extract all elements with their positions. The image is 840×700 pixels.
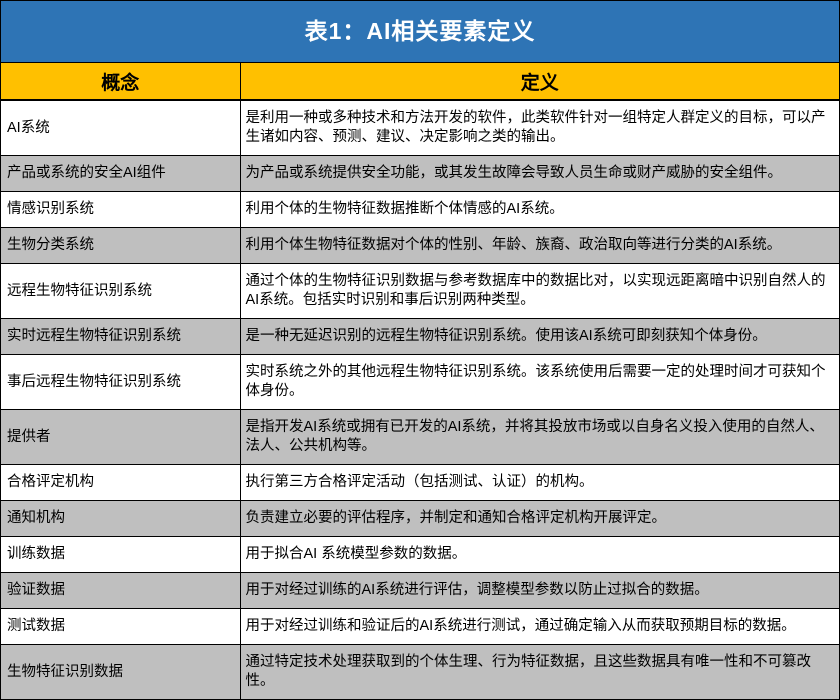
table-body: AI系统 是利用一种或多种技术和方法开发的软件，此类软件针对一组特定人群定义的目标… [1, 99, 839, 699]
table-title: 表1：AI相关要素定义 [1, 1, 839, 63]
definition-cell: 执行第三方合格评定活动（包括测试、认证）的机构。 [239, 464, 839, 501]
concept-cell: AI系统 [1, 99, 241, 156]
concept-cell: 测试数据 [1, 608, 241, 645]
concept-cell: 事后远程生物特征识别系统 [1, 354, 241, 410]
concept-cell: 情感识别系统 [1, 191, 241, 228]
table-row: 生物分类系统 利用个体生物特征数据对个体的性别、年龄、族裔、政治取向等进行分类的A… [1, 227, 839, 264]
table-row: 事后远程生物特征识别系统 实时系统之外的其他远程生物特征识别系统。该系统使用后需要… [1, 354, 839, 410]
table-row: AI系统 是利用一种或多种技术和方法开发的软件，此类软件针对一组特定人群定义的目标… [1, 99, 839, 156]
concept-cell: 实时远程生物特征识别系统 [1, 318, 241, 355]
concept-cell: 通知机构 [1, 500, 241, 537]
definitions-table: 概念 定义 AI系统 是利用一种或多种技术和方法开发的软件，此类软件针对一组特定人… [1, 63, 839, 699]
table-row: 远程生物特征识别系统 通过个体的生物特征识别数据与参考数据库中的数据比对，以实现远… [1, 263, 839, 319]
header-definition: 定义 [239, 63, 839, 101]
table-row: 实时远程生物特征识别系统 是一种无延迟识别的远程生物特征识别系统。使用该AI系统可… [1, 318, 839, 355]
definition-cell: 负责建立必要的评估程序，并制定和通知合格评定机构开展评定。 [239, 500, 839, 537]
concept-cell: 验证数据 [1, 572, 241, 609]
table-row: 情感识别系统 利用个体的生物特征数据推断个体情感的AI系统。 [1, 191, 839, 228]
table-row: 提供者 是指开发AI系统或拥有已开发的AI系统，并将其投放市场或以自身名义投入使用… [1, 409, 839, 465]
definition-cell: 是利用一种或多种技术和方法开发的软件，此类软件针对一组特定人群定义的目标，可以产… [239, 99, 839, 156]
table-row: 验证数据 用于对经过训练的AI系统进行评估，调整模型参数以防止过拟合的数据。 [1, 572, 839, 609]
definition-cell: 利用个体的生物特征数据推断个体情感的AI系统。 [239, 191, 839, 228]
concept-cell: 合格评定机构 [1, 464, 241, 501]
definition-cell: 用于对经过训练和验证后的AI系统进行测试，通过确定输入从而获取预期目标的数据。 [239, 608, 839, 645]
definition-cell: 通过个体的生物特征识别数据与参考数据库中的数据比对，以实现远距离暗中识别自然人的… [239, 263, 839, 319]
table-row: 测试数据 用于对经过训练和验证后的AI系统进行测试，通过确定输入从而获取预期目标的… [1, 608, 839, 645]
header-row: 概念 定义 [1, 63, 839, 101]
table-row: 生物特征识别数据 通过特定技术处理获取到的个体生理、行为特征数据，且这些数据具有唯… [1, 644, 839, 699]
concept-cell: 生物分类系统 [1, 227, 241, 264]
definition-cell: 为产品或系统提供安全功能，或其发生故障会导致人员生命或财产威胁的安全组件。 [239, 155, 839, 192]
definition-cell: 是指开发AI系统或拥有已开发的AI系统，并将其投放市场或以自身名义投入使用的自然… [239, 409, 839, 465]
concept-cell: 产品或系统的安全AI组件 [1, 155, 241, 192]
table-row: 训练数据 用于拟合AI 系统模型参数的数据。 [1, 536, 839, 573]
definition-cell: 是一种无延迟识别的远程生物特征识别系统。使用该AI系统可即刻获知个体身份。 [239, 318, 839, 355]
concept-cell: 生物特征识别数据 [1, 644, 241, 699]
definition-cell: 用于拟合AI 系统模型参数的数据。 [239, 536, 839, 573]
table-row: 通知机构 负责建立必要的评估程序，并制定和通知合格评定机构开展评定。 [1, 500, 839, 537]
definition-cell: 通过特定技术处理获取到的个体生理、行为特征数据，且这些数据具有唯一性和不可篡改性… [239, 644, 839, 699]
concept-cell: 提供者 [1, 409, 241, 465]
definition-cell: 实时系统之外的其他远程生物特征识别系统。该系统使用后需要一定的处理时间才可获知个… [239, 354, 839, 410]
table-row: 合格评定机构 执行第三方合格评定活动（包括测试、认证）的机构。 [1, 464, 839, 501]
concept-cell: 训练数据 [1, 536, 241, 573]
definition-cell: 利用个体生物特征数据对个体的性别、年龄、族裔、政治取向等进行分类的AI系统。 [239, 227, 839, 264]
header-concept: 概念 [1, 63, 241, 101]
concept-cell: 远程生物特征识别系统 [1, 263, 241, 319]
table-row: 产品或系统的安全AI组件 为产品或系统提供安全功能，或其发生故障会导致人员生命或财… [1, 155, 839, 192]
definition-cell: 用于对经过训练的AI系统进行评估，调整模型参数以防止过拟合的数据。 [239, 572, 839, 609]
